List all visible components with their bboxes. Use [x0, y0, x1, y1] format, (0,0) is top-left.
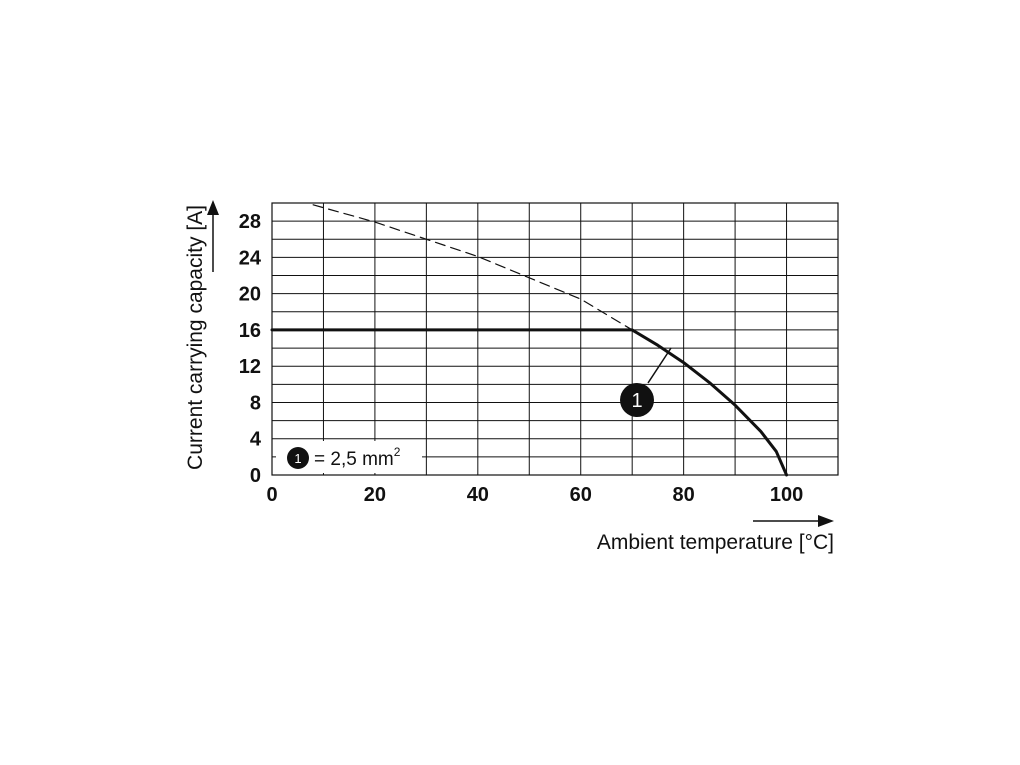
- x-tick-label: 100: [770, 484, 803, 506]
- series-line-dashed: [312, 204, 633, 331]
- y-tick-label: 20: [239, 284, 261, 306]
- x-axis-title-group: Ambient temperature [°C]: [597, 515, 834, 554]
- callout-marker-number: 1: [631, 390, 642, 412]
- x-axis-title: Ambient temperature [°C]: [597, 531, 834, 554]
- series-layer: [270, 204, 789, 477]
- x-tick-label: 40: [467, 484, 489, 506]
- callout-leader-line: [647, 347, 672, 384]
- series-line-solid: [270, 328, 789, 477]
- x-tick-label: 0: [266, 484, 277, 506]
- x-tick-label: 80: [673, 484, 695, 506]
- callout-marker-circle: [620, 383, 654, 417]
- plot-border: [271, 202, 839, 476]
- legend: 1 = 2,5 mm2: [276, 441, 422, 473]
- y-axis-title: Current carrying capacity [A]: [184, 205, 207, 470]
- curve-callout: 1: [620, 347, 672, 417]
- grid: [271, 202, 839, 476]
- y-tick-label: 16: [239, 320, 261, 342]
- x-axis-arrowhead: [818, 515, 834, 527]
- legend-marker-number: 1: [294, 451, 301, 466]
- y-tick-label: 8: [250, 392, 261, 414]
- y-tick-label: 12: [239, 356, 261, 378]
- x-tick-label: 20: [364, 484, 386, 506]
- y-tick-label: 24: [239, 247, 262, 269]
- y-axis-arrowhead: [207, 200, 219, 215]
- legend-marker-circle: [287, 447, 309, 469]
- legend-label-superscript: 2: [394, 445, 401, 459]
- legend-label-text: = 2,5 mm: [314, 449, 394, 470]
- legend-label: = 2,5 mm2: [314, 445, 401, 470]
- y-axis-title-group: Current carrying capacity [A]: [184, 200, 219, 470]
- y-tick-label: 28: [239, 211, 261, 233]
- x-tick-label: 60: [570, 484, 592, 506]
- y-tick-label: 0: [250, 465, 261, 487]
- y-tick-label: 4: [250, 429, 262, 451]
